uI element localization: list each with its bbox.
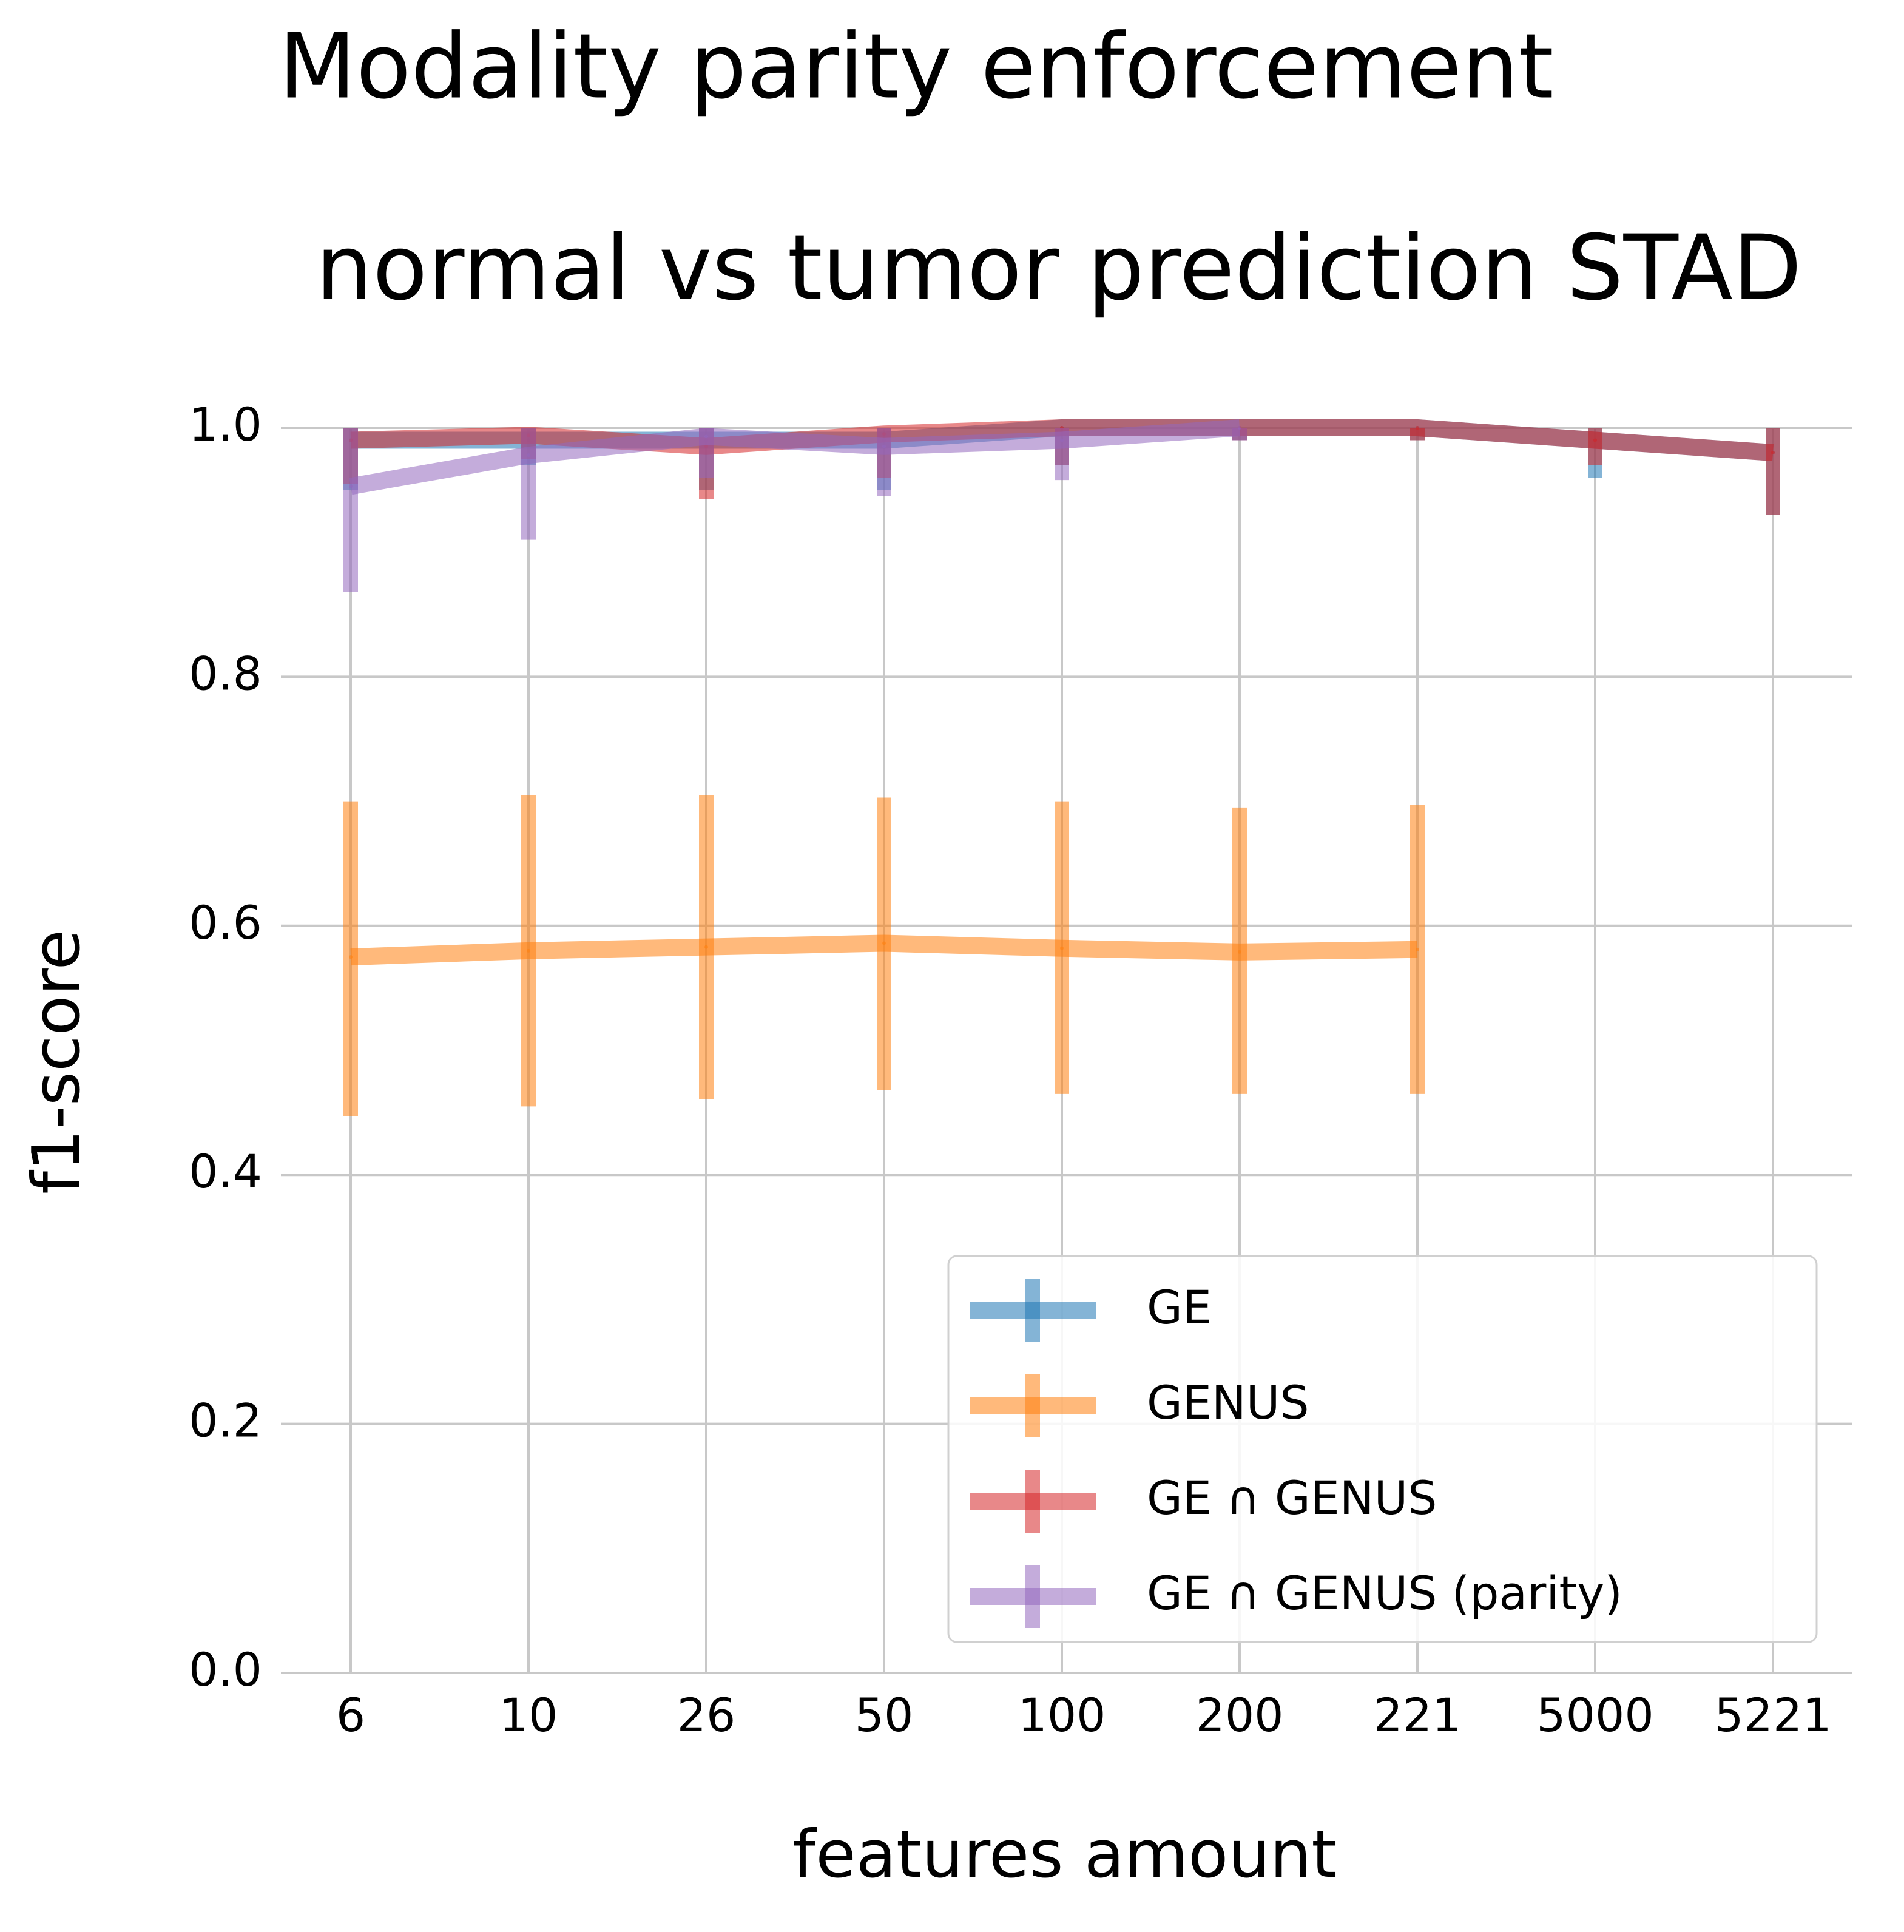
data-point <box>1416 947 1419 951</box>
data-point <box>704 434 708 439</box>
legend: GE GENUS GE ∩ GENUS GE ∩ GENUS (parity) <box>947 1255 1818 1643</box>
legend-item: GENUS <box>970 1374 1309 1437</box>
data-point <box>1416 426 1419 430</box>
legend-item: GE ∩ GENUS <box>970 1470 1437 1533</box>
legend-item: GE <box>970 1279 1212 1342</box>
data-point <box>1593 438 1597 442</box>
series-3 <box>343 419 1247 592</box>
data-point <box>527 453 530 458</box>
data-point <box>349 955 353 959</box>
data-point <box>1771 451 1775 455</box>
data-point <box>349 484 353 488</box>
data-point <box>704 945 708 949</box>
x-tick-label: 6 <box>336 1688 365 1742</box>
data-point <box>527 948 530 953</box>
y-axis-title: f1-score <box>19 930 95 1194</box>
legend-item: GE ∩ GENUS (parity) <box>970 1565 1622 1628</box>
legend-label: GENUS <box>1147 1376 1309 1430</box>
chart-title: Modality parity enforcement <box>279 15 1554 119</box>
y-tick-label: 1.0 <box>189 397 262 451</box>
data-point <box>1238 950 1241 954</box>
series-plot-area <box>343 419 1780 1116</box>
series-1 <box>343 795 1425 1116</box>
tick-labels: 0.0 0.2 0.4 0.6 0.8 1.0 6 10 26 50 100 200 221 5000 52… <box>189 397 1832 1742</box>
x-tick-label: 221 <box>1373 1688 1461 1742</box>
legend-frame <box>947 1255 1818 1643</box>
y-tick-label: 0.2 <box>189 1394 262 1448</box>
x-axis-title: features amount <box>792 1817 1337 1893</box>
data-point <box>1238 426 1241 430</box>
legend-label: GE ∩ GENUS (parity) <box>1147 1566 1622 1620</box>
data-point <box>1060 946 1064 950</box>
legend-label: GE ∩ GENUS <box>1147 1471 1437 1525</box>
x-tick-label: 100 <box>1018 1688 1106 1742</box>
data-point <box>1060 438 1064 442</box>
x-tick-label: 5221 <box>1714 1688 1831 1742</box>
y-tick-label: 0.6 <box>189 896 262 950</box>
data-point <box>882 941 886 945</box>
y-tick-label: 0.0 <box>189 1643 262 1697</box>
series-line <box>349 419 1240 495</box>
x-tick-label: 26 <box>677 1688 736 1742</box>
x-tick-label: 200 <box>1195 1688 1283 1742</box>
y-tick-label: 0.4 <box>189 1144 262 1198</box>
x-tick-label: 50 <box>855 1688 914 1742</box>
data-point <box>882 444 886 448</box>
y-tick-label: 0.8 <box>189 646 262 700</box>
legend-label: GE <box>1147 1280 1212 1334</box>
chart-subtitle: normal vs tumor prediction STAD <box>316 216 1801 320</box>
x-tick-label: 5000 <box>1536 1688 1653 1742</box>
x-tick-label: 10 <box>499 1688 558 1742</box>
